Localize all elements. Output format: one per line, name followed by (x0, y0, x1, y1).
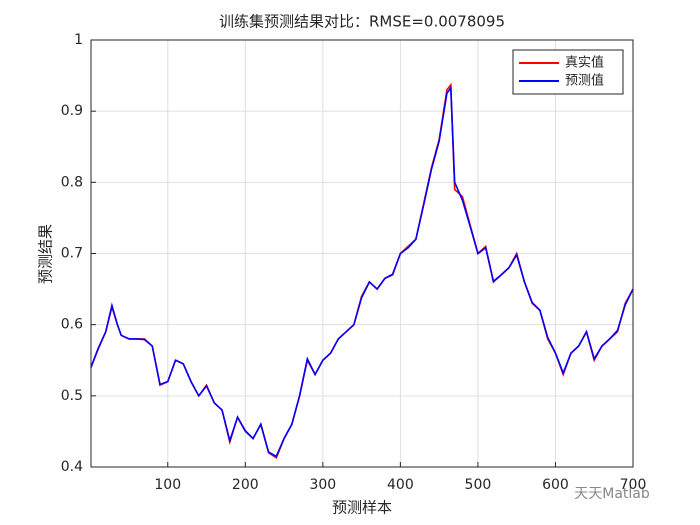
chart-title: 训练集预测结果对比：RMSE=0.0078095 (219, 13, 505, 31)
x-tick-label: 400 (387, 477, 414, 493)
legend-label: 真实值 (565, 55, 604, 71)
legend-label: 预测值 (565, 73, 604, 89)
x-tick-label: 600 (542, 477, 569, 493)
x-tick-label: 300 (309, 477, 336, 493)
x-tick-label: 700 (620, 477, 647, 493)
y-tick-label: 0.7 (61, 246, 83, 262)
y-tick-label: 0.5 (61, 388, 83, 404)
watermark: 天天Matlab (574, 486, 650, 502)
x-tick-label: 500 (465, 477, 492, 493)
x-tick-label: 200 (232, 477, 259, 493)
x-axis-label: 预测样本 (332, 499, 392, 517)
y-tick-label: 1 (74, 32, 83, 48)
legend-box (512, 49, 624, 95)
y-tick-label: 0.4 (61, 459, 83, 475)
data-line (90, 85, 634, 458)
y-tick-label: 0.8 (61, 174, 83, 190)
y-tick-label: 0.6 (61, 317, 83, 333)
y-tick-label: 0.9 (61, 103, 83, 119)
x-tick-label: 100 (154, 477, 181, 493)
axes-box (90, 39, 634, 468)
y-axis-label: 预测结果 (37, 224, 55, 284)
